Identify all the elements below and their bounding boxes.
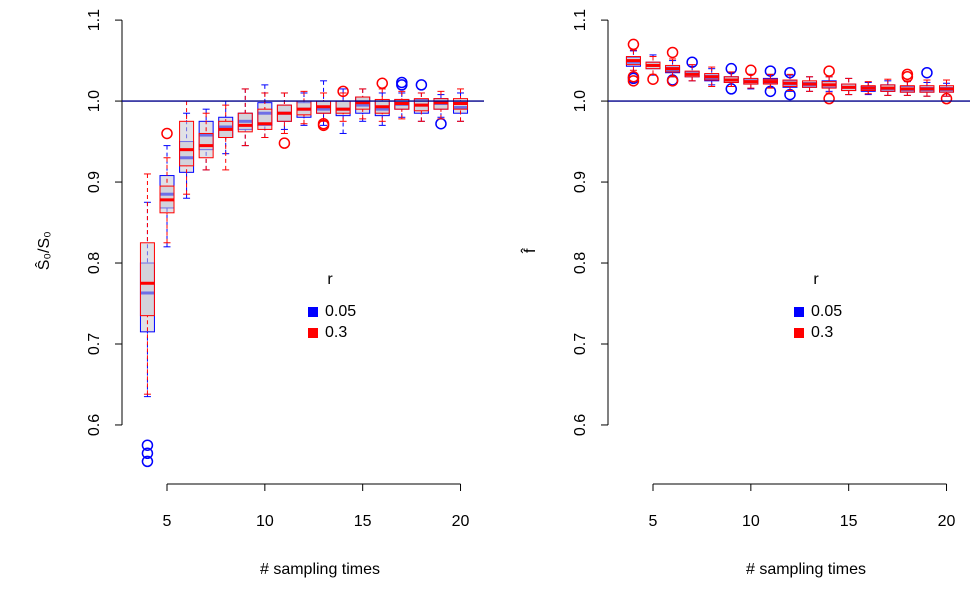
y-tick-label: 1.1 (86, 9, 103, 31)
legend-swatch (308, 307, 318, 317)
y-tick-label: 0.8 (572, 252, 589, 274)
outlier (745, 64, 757, 77)
x-tick-label: 5 (649, 513, 658, 530)
outlier (940, 92, 953, 105)
box (179, 120, 195, 167)
outlier (337, 85, 349, 98)
x-tick-label: 10 (256, 513, 274, 530)
outlier (317, 117, 330, 130)
legend-swatch (794, 328, 804, 338)
y-tick-label: 0.8 (86, 252, 103, 274)
x-axis-title: # sampling times (746, 561, 866, 578)
outlier (415, 79, 428, 91)
outlier (627, 38, 640, 51)
legend-title: r (813, 271, 819, 288)
y-tick-label: 0.7 (86, 333, 103, 355)
box (237, 112, 253, 133)
y-tick-label: 1.1 (572, 9, 589, 31)
x-tick-label: 15 (354, 513, 372, 530)
legend-title: r (327, 271, 333, 288)
x-tick-label: 20 (452, 513, 470, 530)
y-tick-label: 0.6 (86, 414, 103, 436)
outlier (141, 447, 154, 460)
outlier (666, 75, 679, 87)
legend-label: 0.3 (325, 324, 347, 341)
outlier (396, 76, 408, 89)
box (257, 108, 273, 130)
outlier (823, 92, 835, 105)
outlier (901, 68, 914, 81)
x-tick-label: 5 (163, 513, 172, 530)
y-axis-title: Ŝ₀/S₀ (34, 231, 53, 270)
y-tick-label: 1.0 (572, 90, 589, 112)
legend-swatch (794, 307, 804, 317)
outlier (647, 73, 659, 85)
x-tick-label: 10 (742, 513, 760, 530)
y-tick-label: 0.6 (572, 414, 589, 436)
box (335, 100, 351, 114)
x-axis-title: # sampling times (260, 561, 380, 578)
y-axis-title: f̂ (520, 248, 540, 254)
outlier (435, 117, 447, 130)
outlier (627, 71, 640, 83)
legend-label: 0.3 (811, 324, 833, 341)
outlier (141, 455, 154, 468)
outlier (161, 127, 173, 140)
legend-label: 0.05 (811, 303, 842, 320)
y-tick-label: 0.7 (572, 333, 589, 355)
outlier (823, 65, 835, 77)
outlier (278, 137, 291, 149)
legend-label: 0.05 (325, 303, 356, 320)
y-tick-label: 1.0 (86, 90, 103, 112)
outlier (141, 439, 154, 451)
y-tick-label: 0.9 (572, 171, 589, 193)
outlier (666, 46, 679, 59)
box (139, 242, 155, 317)
x-tick-label: 15 (840, 513, 858, 530)
legend-swatch (308, 328, 318, 338)
outlier (921, 66, 933, 79)
y-tick-label: 0.9 (86, 171, 103, 193)
outlier (627, 75, 640, 87)
outlier (376, 77, 388, 90)
x-tick-label: 20 (938, 513, 956, 530)
